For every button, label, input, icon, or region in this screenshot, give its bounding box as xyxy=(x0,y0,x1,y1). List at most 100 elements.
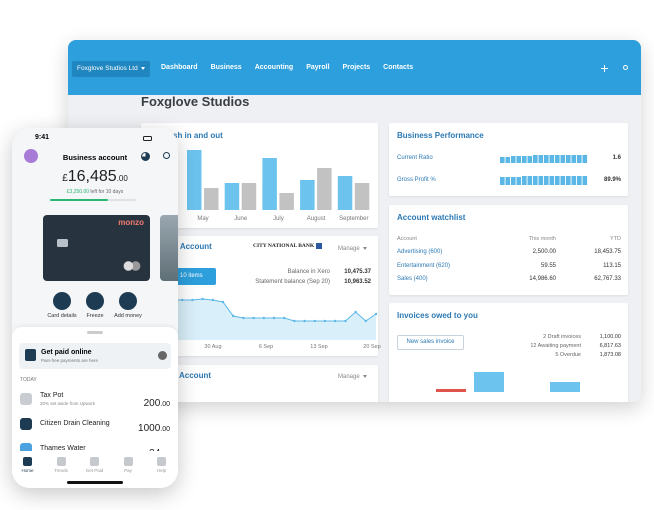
x-tick-label: July xyxy=(273,216,284,222)
card-title: Account xyxy=(179,371,211,380)
nav-item[interactable]: Dashboard xyxy=(161,64,198,71)
balance-point xyxy=(344,319,347,323)
spark-bar xyxy=(516,177,522,185)
tab-icon[interactable] xyxy=(123,457,133,466)
nav-item[interactable]: Contacts xyxy=(383,64,414,71)
spark-bar xyxy=(555,176,560,185)
spark-bar xyxy=(571,155,577,163)
invoice-bar xyxy=(550,382,580,392)
balance-point xyxy=(232,314,235,318)
org-menu[interactable]: Foxglove Studios Ltd xyxy=(72,61,150,77)
tab-label[interactable]: Home xyxy=(21,468,34,473)
cell-amount: 113.15 xyxy=(603,262,621,269)
x-tick-label: August xyxy=(307,216,326,222)
metric-label: Gross Profit % xyxy=(397,177,436,183)
metric-value: 89.9% xyxy=(603,177,621,183)
bar-out xyxy=(204,188,219,210)
tab-icon[interactable] xyxy=(90,457,99,466)
new-invoice-button[interactable]: New sales invoice xyxy=(397,335,464,350)
transaction-name: Tax Pot xyxy=(40,392,64,399)
allowance-amount: £3,250.00 xyxy=(66,189,90,195)
transaction-icon xyxy=(20,418,32,430)
reconcile-button[interactable]: e 10 items xyxy=(172,268,216,285)
account-link[interactable]: Sales (400) xyxy=(397,276,428,282)
x-tick-label: 13 Sep xyxy=(310,344,327,350)
balance-point xyxy=(323,319,327,323)
invoice-amount: 6,817.63 xyxy=(599,343,621,349)
bar-out xyxy=(241,183,257,210)
bar-in xyxy=(224,183,240,210)
manage-menu[interactable]: Manage xyxy=(338,374,367,380)
invoice-amount: 1,873.08 xyxy=(599,352,621,358)
add-money-button[interactable] xyxy=(119,292,137,310)
bar-in xyxy=(300,180,315,210)
trends-icon[interactable] xyxy=(141,152,150,161)
balance-point xyxy=(272,316,276,320)
transaction[interactable]: Tax Pot 20% set aside from Upwork 200.00 xyxy=(12,389,178,411)
spark-bar xyxy=(549,155,555,163)
tab-label[interactable]: Help xyxy=(156,468,167,473)
allowance-fill xyxy=(50,199,108,201)
spark-bar xyxy=(538,155,544,163)
spark-bar xyxy=(522,156,527,163)
statement-label: Statement balance (Sep 20) xyxy=(255,279,330,285)
phone: 9:41 Business account £16,485.00 £3,250.… xyxy=(12,128,178,488)
promo[interactable]: Get paid online Pain-free payments are h… xyxy=(19,343,171,369)
action-label: Card details xyxy=(47,313,77,319)
balance-point xyxy=(221,300,225,304)
tab-icon[interactable] xyxy=(157,457,166,466)
action-label: Add money xyxy=(114,313,142,319)
balance-point xyxy=(181,298,184,302)
nav-item[interactable]: Accounting xyxy=(254,64,294,71)
card-title: sh in and out xyxy=(173,131,223,140)
nav-item[interactable]: Business xyxy=(210,64,242,71)
tab-icon[interactable] xyxy=(56,457,66,466)
transaction-amount: 1000.00 xyxy=(138,418,170,436)
balance-whole: 16,485 xyxy=(67,168,117,185)
balance-point xyxy=(354,310,357,314)
freeze-button[interactable] xyxy=(86,292,104,310)
column-header: YTD xyxy=(610,236,621,242)
invoice-label: 5 Overdue xyxy=(555,352,581,358)
balance-point xyxy=(313,319,316,323)
manage-menu[interactable]: Manage xyxy=(338,246,367,252)
transaction[interactable]: Citizen Drain Cleaning 1000.00 xyxy=(12,414,178,436)
card-title: Account watchlist xyxy=(397,213,466,222)
search-button[interactable] xyxy=(623,65,628,70)
card-details-button[interactable] xyxy=(53,292,71,310)
spark-bar xyxy=(544,155,549,163)
debit-card[interactable]: monzo xyxy=(43,215,150,281)
balance-point xyxy=(334,319,337,323)
currency: £ xyxy=(62,173,68,184)
invoice-bar xyxy=(436,389,466,392)
promo-close[interactable] xyxy=(158,351,167,360)
card-title: Invoices owed to you xyxy=(397,311,478,320)
balance-point xyxy=(201,297,204,301)
spark-bar xyxy=(566,155,571,163)
allowance: £3,250.00 left for 10 days xyxy=(12,189,178,195)
next-card[interactable] xyxy=(160,215,178,281)
account-link[interactable]: Advertising (600) xyxy=(397,249,443,255)
nav-item[interactable]: Payroll xyxy=(306,64,330,71)
cell-amount: 14,986.60 xyxy=(529,276,556,282)
search-icon[interactable] xyxy=(163,152,170,159)
balance-pence: .00 xyxy=(116,174,128,183)
statement-value: 10,963.52 xyxy=(344,279,371,285)
spark-bar xyxy=(577,155,582,163)
tab-label[interactable]: Pay xyxy=(124,468,132,473)
tab-label[interactable]: Get Paid xyxy=(85,468,104,473)
x-tick-label: 6 Sep xyxy=(259,344,273,350)
spark-bar xyxy=(505,177,511,185)
tab-label[interactable]: Trends xyxy=(54,468,68,473)
tab-icon[interactable] xyxy=(23,457,32,466)
add-button[interactable] xyxy=(601,65,608,72)
balance-area xyxy=(172,299,376,340)
cell-amount: 62,767.33 xyxy=(594,276,621,282)
spark-bar xyxy=(533,155,538,163)
nav-item[interactable]: Projects xyxy=(342,64,371,71)
promo-title: Get paid online xyxy=(41,349,92,356)
account-link[interactable]: Entertainment (620) xyxy=(397,262,451,269)
spark-bar xyxy=(500,157,505,163)
bar-out xyxy=(317,168,332,210)
